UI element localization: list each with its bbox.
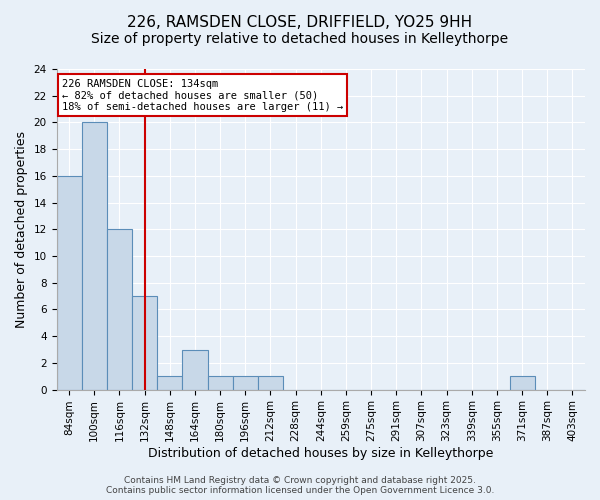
X-axis label: Distribution of detached houses by size in Kelleythorpe: Distribution of detached houses by size …: [148, 447, 493, 460]
Bar: [182, 350, 208, 390]
Text: 226 RAMSDEN CLOSE: 134sqm
← 82% of detached houses are smaller (50)
18% of semi-: 226 RAMSDEN CLOSE: 134sqm ← 82% of detac…: [62, 78, 343, 112]
Bar: [132, 296, 157, 390]
Y-axis label: Number of detached properties: Number of detached properties: [15, 131, 28, 328]
Bar: [509, 376, 535, 390]
Bar: [82, 122, 107, 390]
Text: 226, RAMSDEN CLOSE, DRIFFIELD, YO25 9HH: 226, RAMSDEN CLOSE, DRIFFIELD, YO25 9HH: [127, 15, 473, 30]
Bar: [107, 230, 132, 390]
Text: Contains HM Land Registry data © Crown copyright and database right 2025.
Contai: Contains HM Land Registry data © Crown c…: [106, 476, 494, 495]
Bar: [157, 376, 182, 390]
Bar: [233, 376, 258, 390]
Bar: [258, 376, 283, 390]
Bar: [208, 376, 233, 390]
Text: Size of property relative to detached houses in Kelleythorpe: Size of property relative to detached ho…: [91, 32, 509, 46]
Bar: [56, 176, 82, 390]
